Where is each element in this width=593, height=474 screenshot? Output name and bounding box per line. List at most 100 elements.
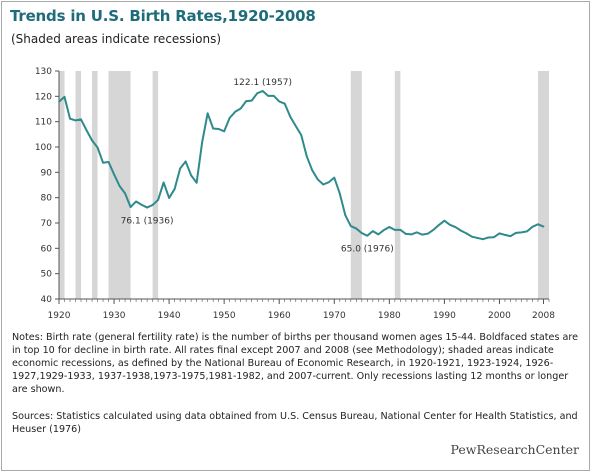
birth-rate-point — [80, 118, 82, 121]
y-tick-label: 50 — [41, 270, 53, 280]
birth-rate-point — [448, 223, 451, 226]
birth-rate-point — [426, 232, 429, 235]
birth-rate-point — [228, 116, 231, 119]
birth-rate-point — [476, 237, 479, 239]
birth-rate-point — [96, 146, 99, 149]
birth-rate-point — [493, 236, 495, 239]
birth-rate-point — [250, 99, 253, 102]
birth-rate-point — [190, 174, 193, 177]
birth-rate-point — [327, 181, 330, 184]
birth-rate-point — [179, 167, 182, 170]
annotations: 122.1 (1957) 76.1 (1936) 65.0 (1976) — [121, 78, 394, 255]
y-tick-label: 110 — [35, 118, 52, 128]
birth-rate-point — [261, 90, 264, 92]
birth-rate-point — [537, 223, 539, 226]
chart-title: Trends in U.S. Birth Rates,1920-2008 — [10, 7, 316, 25]
birth-rate-point — [135, 200, 137, 203]
birth-rate-point — [300, 134, 303, 136]
birth-rate-point — [344, 214, 347, 217]
notes-text: Notes: Birth rate (general fertility rat… — [12, 332, 579, 395]
birth-rate-point — [129, 206, 132, 208]
x-tick-label: 1930 — [103, 311, 126, 321]
x-tick-label: 2008 — [532, 311, 555, 321]
birth-rate-point — [162, 181, 165, 184]
birth-rate-point — [443, 219, 446, 222]
birth-rate-point — [184, 160, 187, 163]
x-tick-label: 1940 — [158, 311, 181, 321]
x-tick-label: 1960 — [268, 311, 291, 321]
birth-rate-point — [465, 232, 468, 235]
recession-band-3 — [92, 71, 98, 299]
birth-rate-point — [140, 203, 143, 206]
birth-rate-point — [256, 92, 259, 95]
birth-rate-point — [107, 161, 110, 163]
birth-rate-point — [410, 233, 413, 236]
birth-rate-point — [338, 192, 341, 195]
birth-rate-point — [404, 232, 407, 235]
chart-subtitle: (Shaded areas indicate recessions) — [11, 32, 222, 46]
birth-rate-point — [360, 232, 363, 235]
birth-rate-point — [371, 230, 374, 233]
y-tick-label: 130 — [35, 67, 52, 77]
x-tick-label: 1990 — [433, 311, 456, 321]
birth-rate-point — [399, 228, 402, 231]
y-tick-label: 120 — [35, 92, 52, 102]
birth-rate-point — [311, 169, 314, 172]
birth-rate-point — [223, 130, 226, 133]
birth-rate-point — [91, 139, 93, 142]
recession-bands — [59, 71, 549, 299]
y-tick-label: 40 — [41, 295, 53, 305]
birth-rate-point — [355, 227, 358, 230]
birth-rate-point — [201, 141, 204, 144]
birth-rate-point — [322, 183, 325, 186]
birth-rate-point — [146, 206, 148, 209]
birth-rate-point — [206, 112, 209, 115]
annotation-label: 122.1 (1957) — [233, 78, 292, 88]
birth-rate-point — [157, 199, 160, 201]
birth-rate-point — [487, 236, 490, 239]
birth-rate-point — [454, 226, 457, 228]
birth-rate-point — [151, 204, 154, 206]
birth-rate-point — [294, 125, 297, 127]
birth-rate-point — [289, 115, 292, 118]
birth-rate-point — [85, 129, 88, 132]
birth-rate-point — [63, 95, 66, 98]
annotation-label: 65.0 (1976) — [341, 245, 394, 255]
birth-rate-point — [515, 231, 517, 234]
birth-rate-point — [393, 228, 396, 231]
birth-rate-point — [366, 234, 369, 237]
birth-rate-point — [234, 110, 237, 113]
birth-rate-point — [333, 176, 336, 179]
recession-band-2 — [75, 71, 82, 299]
birth-rate-point — [432, 228, 435, 231]
birth-rate-point — [239, 107, 242, 110]
sources-text: Sources: Statistics calculated using dat… — [12, 411, 578, 435]
pew-research-logo: PewResearchCenter — [450, 442, 579, 457]
birth-rate-point — [58, 100, 60, 103]
birth-rate-point — [102, 161, 104, 164]
birth-rate-point — [245, 100, 248, 103]
recession-band-5 — [152, 71, 159, 299]
birth-rate-point — [349, 225, 352, 227]
birth-rate-point — [69, 117, 71, 120]
birth-rate-point — [173, 188, 176, 190]
birth-rate-point — [526, 230, 528, 233]
birth-rate-point — [520, 231, 523, 234]
x-tick-label: 1970 — [323, 311, 346, 321]
birth-rate-point — [382, 229, 385, 231]
y-tick-label: 80 — [41, 194, 53, 204]
birth-rate-point — [217, 128, 220, 130]
birth-rate-point — [498, 232, 501, 235]
birth-rate-point — [212, 127, 215, 130]
birth-rate-point — [542, 225, 545, 228]
birth-rate-point — [283, 102, 286, 105]
birth-rate-point — [482, 238, 484, 241]
birth-rate-point — [421, 233, 424, 236]
recession-band-6 — [350, 71, 362, 299]
birth-rate-point — [267, 94, 270, 97]
birth-rate-point — [168, 197, 171, 199]
x-tick-label: 2000 — [488, 311, 511, 321]
birth-rate-point — [278, 100, 281, 103]
recession-band-8 — [537, 71, 549, 299]
